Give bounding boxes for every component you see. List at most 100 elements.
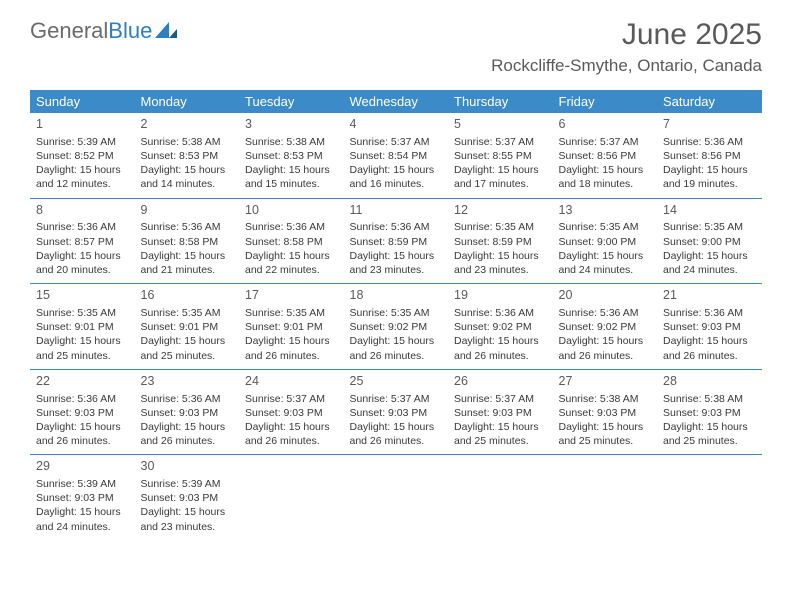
day-number: 13	[559, 202, 652, 219]
day-number: 8	[36, 202, 129, 219]
day-number: 5	[454, 116, 547, 133]
weeks-container: 1Sunrise: 5:39 AMSunset: 8:52 PMDaylight…	[30, 113, 762, 540]
day-daylight2: and 26 minutes.	[141, 434, 234, 448]
day-cell: 26Sunrise: 5:37 AMSunset: 9:03 PMDayligh…	[448, 370, 553, 455]
day-cell: 21Sunrise: 5:36 AMSunset: 9:03 PMDayligh…	[657, 284, 762, 369]
day-number: 22	[36, 373, 129, 390]
day-cell	[553, 455, 658, 540]
day-cell: 7Sunrise: 5:36 AMSunset: 8:56 PMDaylight…	[657, 113, 762, 198]
day-sunrise: Sunrise: 5:38 AM	[559, 392, 652, 406]
day-daylight1: Daylight: 15 hours	[663, 420, 756, 434]
day-header-row: Sunday Monday Tuesday Wednesday Thursday…	[30, 90, 762, 113]
day-number: 9	[141, 202, 234, 219]
day-daylight2: and 23 minutes.	[141, 520, 234, 534]
day-daylight1: Daylight: 15 hours	[350, 334, 443, 348]
day-sunrise: Sunrise: 5:36 AM	[663, 135, 756, 149]
day-sunset: Sunset: 9:01 PM	[141, 320, 234, 334]
day-daylight1: Daylight: 15 hours	[350, 163, 443, 177]
day-number: 28	[663, 373, 756, 390]
day-header-friday: Friday	[553, 90, 658, 113]
day-cell: 14Sunrise: 5:35 AMSunset: 9:00 PMDayligh…	[657, 199, 762, 284]
day-sunrise: Sunrise: 5:36 AM	[141, 220, 234, 234]
day-number: 23	[141, 373, 234, 390]
day-sunrise: Sunrise: 5:35 AM	[36, 306, 129, 320]
day-cell: 28Sunrise: 5:38 AMSunset: 9:03 PMDayligh…	[657, 370, 762, 455]
day-cell: 25Sunrise: 5:37 AMSunset: 9:03 PMDayligh…	[344, 370, 449, 455]
day-daylight1: Daylight: 15 hours	[559, 163, 652, 177]
day-sunset: Sunset: 8:53 PM	[141, 149, 234, 163]
day-cell: 16 Sunrise: 5:35 AMSunset: 9:01 PMDayligh…	[135, 284, 240, 369]
day-sunset: Sunset: 8:53 PM	[245, 149, 338, 163]
day-cell: 1Sunrise: 5:39 AMSunset: 8:52 PMDaylight…	[30, 113, 135, 198]
day-cell	[239, 455, 344, 540]
day-number: 2	[141, 116, 234, 133]
triangle-icon	[155, 18, 177, 44]
day-cell: 17Sunrise: 5:35 AMSunset: 9:01 PMDayligh…	[239, 284, 344, 369]
day-number: 25	[350, 373, 443, 390]
day-number: 16	[141, 287, 234, 304]
day-cell: 22Sunrise: 5:36 AMSunset: 9:03 PMDayligh…	[30, 370, 135, 455]
day-sunset: Sunset: 8:56 PM	[559, 149, 652, 163]
day-sunset: Sunset: 8:58 PM	[245, 235, 338, 249]
day-daylight1: Daylight: 15 hours	[245, 249, 338, 263]
day-sunrise: Sunrise: 5:35 AM	[559, 220, 652, 234]
day-daylight2: and 25 minutes.	[663, 434, 756, 448]
day-daylight1: Daylight: 15 hours	[350, 420, 443, 434]
day-number: 21	[663, 287, 756, 304]
day-sunset: Sunset: 9:01 PM	[245, 320, 338, 334]
day-daylight1: Daylight: 15 hours	[36, 420, 129, 434]
day-daylight1: Daylight: 15 hours	[245, 163, 338, 177]
day-cell: 15Sunrise: 5:35 AMSunset: 9:01 PMDayligh…	[30, 284, 135, 369]
day-daylight2: and 25 minutes.	[36, 349, 129, 363]
day-daylight1: Daylight: 15 hours	[245, 334, 338, 348]
day-cell: 9Sunrise: 5:36 AMSunset: 8:58 PMDaylight…	[135, 199, 240, 284]
day-daylight1: Daylight: 15 hours	[36, 334, 129, 348]
day-number: 10	[245, 202, 338, 219]
day-cell: 6 Sunrise: 5:37 AMSunset: 8:56 PMDaylight…	[553, 113, 658, 198]
day-cell: 24Sunrise: 5:37 AMSunset: 9:03 PMDayligh…	[239, 370, 344, 455]
day-sunset: Sunset: 8:59 PM	[454, 235, 547, 249]
day-header-saturday: Saturday	[657, 90, 762, 113]
day-daylight2: and 15 minutes.	[245, 177, 338, 191]
day-cell: 27Sunrise: 5:38 AMSunset: 9:03 PMDayligh…	[553, 370, 658, 455]
day-number: 6	[559, 116, 652, 133]
day-sunset: Sunset: 9:03 PM	[36, 406, 129, 420]
location: Rockcliffe-Smythe, Ontario, Canada	[491, 56, 762, 76]
day-cell: 12Sunrise: 5:35 AMSunset: 8:59 PMDayligh…	[448, 199, 553, 284]
day-daylight2: and 20 minutes.	[36, 263, 129, 277]
day-sunset: Sunset: 8:52 PM	[36, 149, 129, 163]
week-row: 15Sunrise: 5:35 AMSunset: 9:01 PMDayligh…	[30, 284, 762, 370]
day-daylight1: Daylight: 15 hours	[141, 163, 234, 177]
day-cell: 4Sunrise: 5:37 AMSunset: 8:54 PMDaylight…	[344, 113, 449, 198]
day-header-monday: Monday	[135, 90, 240, 113]
day-header-wednesday: Wednesday	[344, 90, 449, 113]
day-sunrise: Sunrise: 5:37 AM	[559, 135, 652, 149]
day-sunrise: Sunrise: 5:35 AM	[141, 306, 234, 320]
day-sunset: Sunset: 9:02 PM	[454, 320, 547, 334]
day-daylight2: and 26 minutes.	[350, 349, 443, 363]
day-cell: 8Sunrise: 5:36 AMSunset: 8:57 PMDaylight…	[30, 199, 135, 284]
day-sunrise: Sunrise: 5:36 AM	[350, 220, 443, 234]
day-daylight1: Daylight: 15 hours	[141, 334, 234, 348]
day-daylight1: Daylight: 15 hours	[36, 163, 129, 177]
day-sunset: Sunset: 9:00 PM	[663, 235, 756, 249]
day-daylight1: Daylight: 15 hours	[663, 163, 756, 177]
month-title: June 2025	[491, 18, 762, 52]
logo: GeneralBlue	[30, 18, 177, 44]
day-daylight2: and 24 minutes.	[36, 520, 129, 534]
day-number: 24	[245, 373, 338, 390]
day-daylight1: Daylight: 15 hours	[36, 505, 129, 519]
day-sunset: Sunset: 9:03 PM	[36, 491, 129, 505]
day-daylight2: and 24 minutes.	[663, 263, 756, 277]
day-sunset: Sunset: 9:00 PM	[559, 235, 652, 249]
day-sunrise: Sunrise: 5:37 AM	[350, 135, 443, 149]
day-daylight2: and 25 minutes.	[454, 434, 547, 448]
day-sunset: Sunset: 9:03 PM	[350, 406, 443, 420]
day-number: 11	[350, 202, 443, 219]
day-daylight2: and 25 minutes.	[559, 434, 652, 448]
day-cell: 2Sunrise: 5:38 AMSunset: 8:53 PMDaylight…	[135, 113, 240, 198]
day-sunset: Sunset: 8:59 PM	[350, 235, 443, 249]
day-daylight2: and 17 minutes.	[454, 177, 547, 191]
day-sunrise: Sunrise: 5:36 AM	[663, 306, 756, 320]
day-sunset: Sunset: 8:57 PM	[36, 235, 129, 249]
